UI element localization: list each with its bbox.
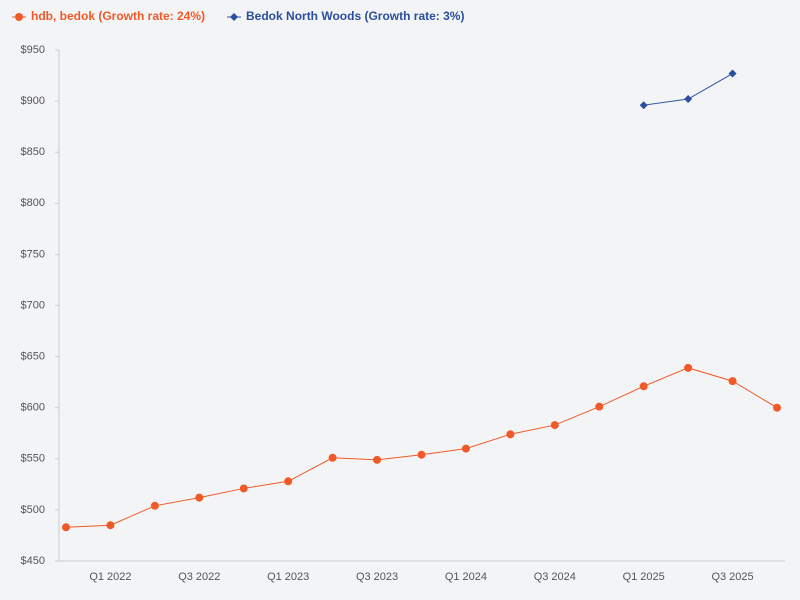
point [195, 493, 204, 502]
x-tick-label: Q3 2023 [356, 571, 398, 583]
x-tick-label: Q3 2022 [178, 571, 220, 583]
point [106, 521, 115, 530]
point [328, 453, 337, 462]
point [461, 444, 470, 453]
point [595, 402, 604, 411]
point [639, 101, 648, 110]
legend-marker [230, 13, 239, 21]
y-tick-label: $950 [21, 44, 45, 56]
x-tick-label: Q1 2024 [445, 571, 487, 583]
legend-label: hdb, bedok (Growth rate: 24%) [31, 9, 205, 23]
point [684, 95, 693, 104]
y-tick-label: $900 [21, 95, 45, 107]
y-tick-label: $850 [21, 146, 45, 158]
point [150, 501, 159, 510]
x-tick-label: Q1 2023 [267, 571, 309, 583]
series [639, 69, 737, 110]
legend-label: Bedok North Woods (Growth rate: 3%) [246, 9, 464, 23]
legend-item: Bedok North Woods (Growth rate: 3%) [227, 9, 464, 23]
y-tick-label: $550 [21, 453, 45, 465]
point [639, 382, 648, 391]
x-tick-label: Q3 2024 [534, 571, 576, 583]
legend-marker [15, 13, 23, 21]
y-tick-label: $500 [21, 504, 45, 516]
point [550, 421, 559, 430]
point [417, 450, 426, 459]
x-tick-label: Q1 2022 [89, 571, 131, 583]
point [284, 477, 293, 486]
y-tick-label: $700 [21, 299, 45, 311]
point [239, 484, 248, 493]
y-tick-label: $450 [21, 555, 45, 567]
y-tick-label: $800 [21, 197, 45, 209]
point [773, 403, 781, 412]
legend-item: hdb, bedok (Growth rate: 24%) [12, 9, 205, 23]
y-tick-label: $600 [21, 402, 45, 414]
y-tick-label: $650 [21, 351, 45, 363]
x-tick-label: Q3 2025 [711, 571, 753, 583]
point [728, 377, 737, 386]
point [728, 69, 737, 78]
point [62, 523, 70, 532]
point [373, 455, 382, 464]
point [684, 363, 693, 372]
y-tick-label: $750 [21, 248, 45, 260]
point [506, 430, 515, 439]
series [62, 363, 781, 532]
x-tick-label: Q1 2025 [623, 571, 665, 583]
